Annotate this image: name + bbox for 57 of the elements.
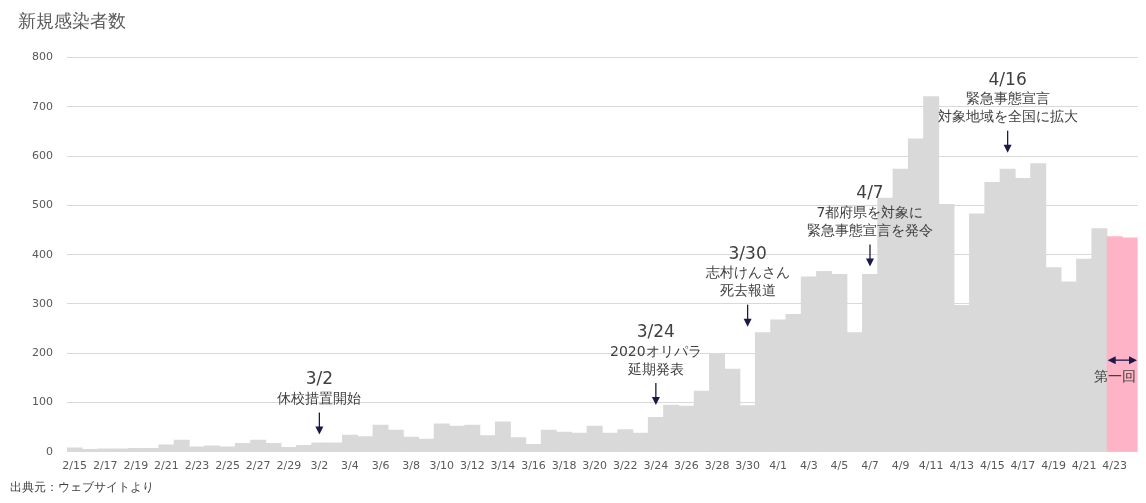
x-tick-label: 4/9	[891, 459, 910, 473]
x-tick-label: 3/6	[371, 459, 390, 473]
y-tick-label: 200	[32, 346, 53, 360]
x-tick-label: 4/17	[1010, 459, 1036, 473]
y-tick-label: 800	[32, 50, 53, 64]
x-tick-label: 3/20	[582, 459, 608, 473]
x-tick-label: 3/22	[612, 459, 638, 473]
x-tick-label: 4/23	[1102, 459, 1128, 473]
x-tick-label: 3/4	[341, 459, 359, 473]
x-tick-label: 4/7	[861, 459, 879, 473]
y-tick-label: 0	[46, 444, 53, 458]
x-tick-label: 3/28	[704, 459, 730, 473]
x-tick-label: 3/10	[429, 459, 455, 473]
x-tick-label: 4/13	[949, 459, 975, 473]
y-tick-label: 400	[32, 247, 53, 261]
x-tick-label: 3/24	[643, 459, 669, 473]
annotation: 3/24	[636, 320, 675, 341]
y-tick-label: 100	[32, 395, 53, 409]
text: 出典元：ウェブサイトより	[10, 480, 154, 495]
x-tick-label: 2/19	[123, 459, 149, 473]
x-tick-label: 2/17	[92, 459, 118, 473]
annotation: 4/16	[988, 68, 1027, 89]
annotation: 第一回	[1094, 367, 1136, 384]
x-tick-label: 4/19	[1041, 459, 1066, 473]
annotation: 4/7	[856, 182, 884, 203]
x-tick-label: 3/26	[674, 459, 699, 473]
x-tick-label: 3/12	[459, 459, 485, 473]
x-tick-label: 4/11	[918, 459, 944, 473]
x-tick-label: 3/16	[521, 459, 546, 473]
x-tick-label: 2/23	[184, 459, 210, 473]
x-tick-label: 3/30	[735, 459, 760, 473]
annotation: 3/2	[305, 368, 334, 389]
x-tick-label: 2/27	[245, 459, 271, 473]
annotation: 休校措置開始	[277, 390, 362, 407]
y-tick-label: 700	[32, 99, 53, 113]
x-tick-label: 4/1	[769, 459, 788, 473]
y-tick-label: 600	[32, 149, 53, 163]
x-tick-label: 4/5	[830, 459, 849, 473]
x-tick-label: 4/15	[979, 459, 1005, 473]
x-tick-label: 3/18	[551, 459, 577, 473]
annotation: 7都府県を対象に緊急事態宣言を発令	[806, 204, 933, 239]
x-tick-label: 2/21	[154, 459, 179, 473]
chart-title: 新規感染者数	[18, 10, 126, 32]
annotation: 3/30	[728, 242, 767, 263]
x-tick-label: 4/21	[1071, 459, 1097, 473]
y-tick-label: 500	[32, 198, 53, 212]
x-tick-label: 4/3	[799, 459, 818, 473]
x-tick-label: 2/25	[215, 459, 240, 473]
x-tick-label: 2/15	[62, 459, 87, 473]
x-tick-label: 2/29	[276, 459, 302, 473]
x-tick-label: 3/2	[310, 459, 329, 473]
x-tick-label: 3/8	[402, 459, 420, 473]
y-tick-label: 300	[32, 296, 53, 310]
annotation: 2020オリパラ延期発表	[610, 342, 702, 377]
x-tick-label: 3/14	[490, 459, 516, 473]
annotation: 志村けんさん死去報道	[705, 264, 790, 299]
annotation: 緊急事態宣言対象地域を全国に拡大	[937, 90, 1078, 125]
